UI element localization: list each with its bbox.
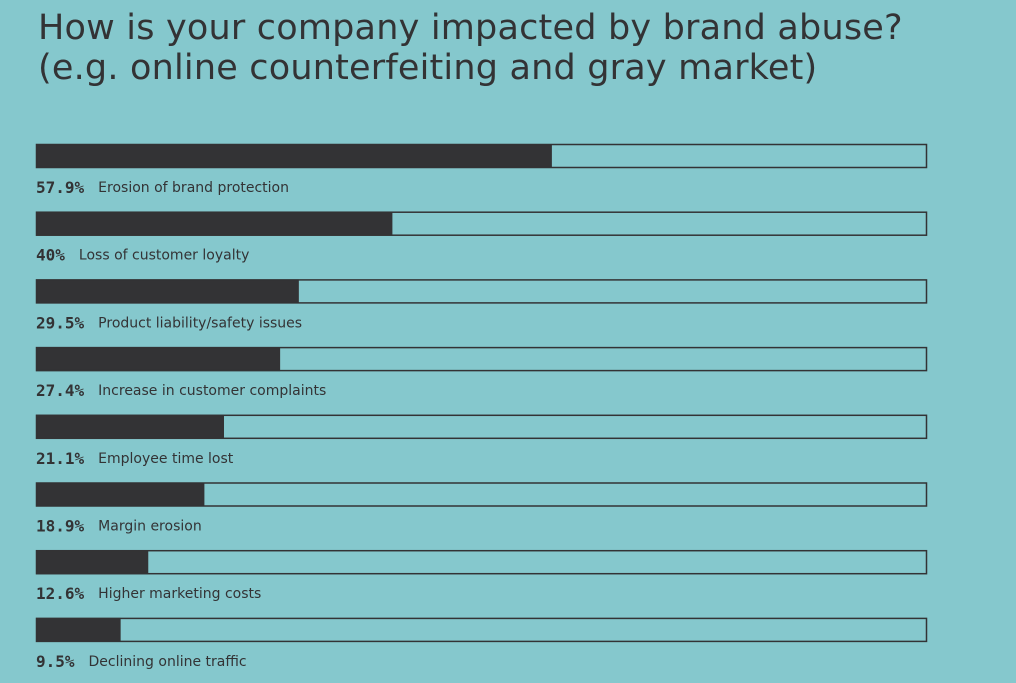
value-label: 29.5% [36, 313, 85, 332]
bar-track [35, 549, 928, 575]
bar [36, 279, 299, 304]
chart-title: How is your company impacted by brand ab… [38, 8, 998, 88]
bar [36, 550, 149, 575]
category-label: Higher marketing costs [98, 586, 261, 602]
bar-row: 18.9% Margin erosion [35, 482, 928, 536]
bar-track [35, 211, 928, 236]
category-label: Erosion of brand protection [98, 180, 289, 196]
chart-title-line-1: How is your company impacted by brand ab… [38, 8, 903, 48]
category-label: Employee time lost [98, 451, 234, 467]
value-label: 9.5% [36, 652, 75, 671]
bar-track [35, 482, 928, 507]
bar-row: 21.1% Employee time lost [35, 414, 928, 468]
value-label: 18.9% [36, 517, 85, 536]
value-label: 57.9% [36, 178, 85, 197]
category-label: Declining online traffic [89, 654, 247, 670]
bar-track [35, 279, 928, 304]
bar [36, 617, 121, 642]
bar [36, 211, 393, 236]
bar [36, 414, 225, 439]
bar-track [35, 414, 928, 440]
chart-title-line-2: (e.g. online counterfeiting and gray mar… [38, 48, 818, 88]
bar [36, 144, 552, 168]
value-label: 12.6% [36, 584, 85, 603]
bar-row: 29.5% Product liability/safety issues [35, 279, 928, 332]
category-label: Margin erosion [98, 519, 202, 535]
bar-track [35, 617, 928, 643]
bar-track [35, 346, 928, 372]
bar-row: 9.5% Declining online traffic [35, 617, 928, 671]
category-label: Increase in customer complaints [98, 383, 326, 399]
bar-row: 57.9% Erosion of brand protection [35, 143, 928, 197]
value-label: 21.1% [36, 449, 85, 468]
bar-row: 12.6% Higher marketing costs [35, 549, 928, 603]
category-label: Product liability/safety issues [98, 315, 302, 331]
bar [36, 482, 205, 507]
bar-track [35, 143, 928, 169]
category-label: Loss of customer loyalty [79, 248, 249, 264]
value-label: 40% [36, 246, 65, 265]
bar-row: 40% Loss of customer loyalty [35, 211, 928, 265]
bar [36, 347, 281, 372]
value-label: 27.4% [36, 381, 85, 400]
bar-row: 27.4% Increase in customer complaints [35, 346, 928, 400]
